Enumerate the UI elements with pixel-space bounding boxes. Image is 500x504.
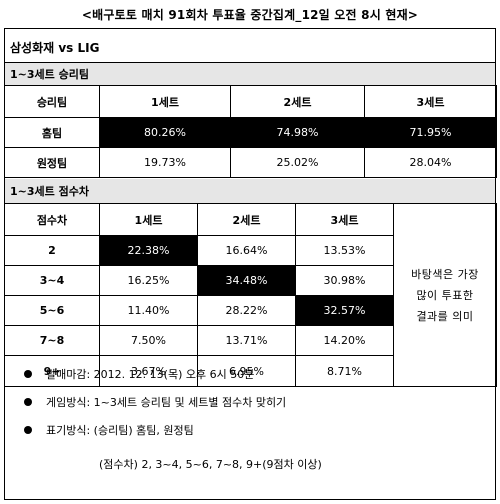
margin-cell: 28.22%: [197, 295, 296, 326]
margin-cell: 16.64%: [197, 235, 296, 266]
margin-cell: 6.95%: [197, 355, 296, 387]
bullet-item: 게임방식: 1~3세트 승리팀 및 세트별 점수차 맞히기: [24, 394, 286, 410]
margin-cell: 13.53%: [295, 235, 394, 266]
margin-col-set3: 3세트: [295, 203, 394, 236]
bullet-text: 발매마감: 2012. 12. 13(목) 오후 6시 50분: [46, 368, 255, 381]
margin-row-label: 3~4: [4, 265, 100, 296]
margin-cell: 30.98%: [295, 265, 394, 296]
section-label-margin: 1~3세트 점수차: [5, 179, 495, 203]
highlight-note-cell: 바탕색은 가장 많이 투표한 결과를 의미: [393, 203, 497, 387]
margin-cell: 11.40%: [99, 295, 198, 326]
margin-row-label: 7~8: [4, 325, 100, 356]
margin-row-label: 9+: [4, 355, 100, 387]
divider: [5, 62, 495, 63]
bullet-item: 표기방식: (승리팀) 홈팀, 원정팀: [24, 422, 194, 438]
match-title: 삼성화재 vs LIG: [10, 41, 100, 55]
margin-row: 2 22.38% 16.64% 13.53%: [4, 235, 497, 266]
margin-cell: 34.48%: [197, 265, 296, 296]
win-cell: 19.73%: [99, 147, 231, 178]
win-col-set2: 2세트: [230, 85, 365, 118]
win-cell: 80.26%: [99, 117, 231, 148]
win-header-row: 승리팀 1세트 2세트 3세트: [4, 85, 497, 118]
note-line: 바탕색은 가장: [411, 267, 479, 281]
margin-cell: 32.57%: [295, 295, 394, 326]
margin-cell: 22.38%: [99, 235, 198, 266]
margin-row: 7~8 7.50% 13.71% 14.20%: [4, 325, 497, 356]
bullet-dot-icon: [24, 370, 32, 378]
margin-cell: 3.67%: [99, 355, 198, 387]
win-cell: 74.98%: [230, 117, 365, 148]
bullet-dot-icon: [24, 398, 32, 406]
bullet-item: 발매마감: 2012. 12. 13(목) 오후 6시 50분: [24, 366, 254, 382]
win-row-label: 원정팀: [4, 147, 100, 178]
margin-cell: 13.71%: [197, 325, 296, 356]
bullet-dot-icon: [24, 426, 32, 434]
highlight-note: 바탕색은 가장 많이 투표한 결과를 의미: [394, 264, 496, 327]
margin-header-row: 점수차 1세트 2세트 3세트 바탕색은 가장 많이 투표한 결과를 의미: [4, 203, 497, 387]
win-cell: 28.04%: [364, 147, 497, 178]
note-line: 많이 투표한: [416, 288, 474, 302]
footnote: (점수차) 2, 3~4, 5~6, 7~8, 9+(9점차 이상): [99, 458, 322, 471]
margin-corner-header: 점수차: [4, 203, 100, 236]
info-frame: 삼성화재 vs LIG 1~3세트 승리팀 승리팀 1세트 2세트 3세트 홈팀…: [4, 28, 497, 500]
margin-row-label: 2: [4, 235, 100, 266]
note-line: 결과를 의미: [416, 309, 474, 323]
win-row-label: 홈팀: [4, 117, 100, 148]
bullet-text: 게임방식: 1~3세트 승리팀 및 세트별 점수차 맞히기: [46, 396, 287, 409]
margin-col-set1: 1세트: [99, 203, 198, 236]
margin-cell: 7.50%: [99, 325, 198, 356]
margin-cell: 16.25%: [99, 265, 198, 296]
win-cell: 25.02%: [230, 147, 365, 178]
win-col-set3: 3세트: [364, 85, 497, 118]
margin-table: 점수차 1세트 2세트 3세트 바탕색은 가장 많이 투표한 결과를 의미 2 …: [4, 203, 497, 387]
margin-col-set2: 2세트: [197, 203, 296, 236]
win-col-set1: 1세트: [99, 85, 231, 118]
margin-cell: 14.20%: [295, 325, 394, 356]
win-row-away: 원정팀 19.73% 25.02% 28.04%: [4, 147, 497, 178]
margin-row: 9+ 3.67% 6.95% 8.71%: [4, 355, 497, 387]
bullet-text: 표기방식: (승리팀) 홈팀, 원정팀: [46, 424, 194, 437]
section-label-win: 1~3세트 승리팀: [5, 63, 495, 85]
margin-row: 3~4 16.25% 34.48% 30.98%: [4, 265, 497, 296]
margin-row-label: 5~6: [4, 295, 100, 326]
win-cell: 71.95%: [364, 117, 497, 148]
margin-cell: 8.71%: [295, 355, 394, 387]
margin-row: 5~6 11.40% 28.22% 32.57%: [4, 295, 497, 326]
page-title: <배구토토 매치 91회차 투표율 중간집계_12일 오전 8시 현재>: [81, 8, 419, 22]
win-corner-header: 승리팀: [4, 85, 100, 118]
win-table: 승리팀 1세트 2세트 3세트 홈팀 80.26% 74.98% 71.95% …: [4, 85, 497, 178]
win-row-home: 홈팀 80.26% 74.98% 71.95%: [4, 117, 497, 148]
